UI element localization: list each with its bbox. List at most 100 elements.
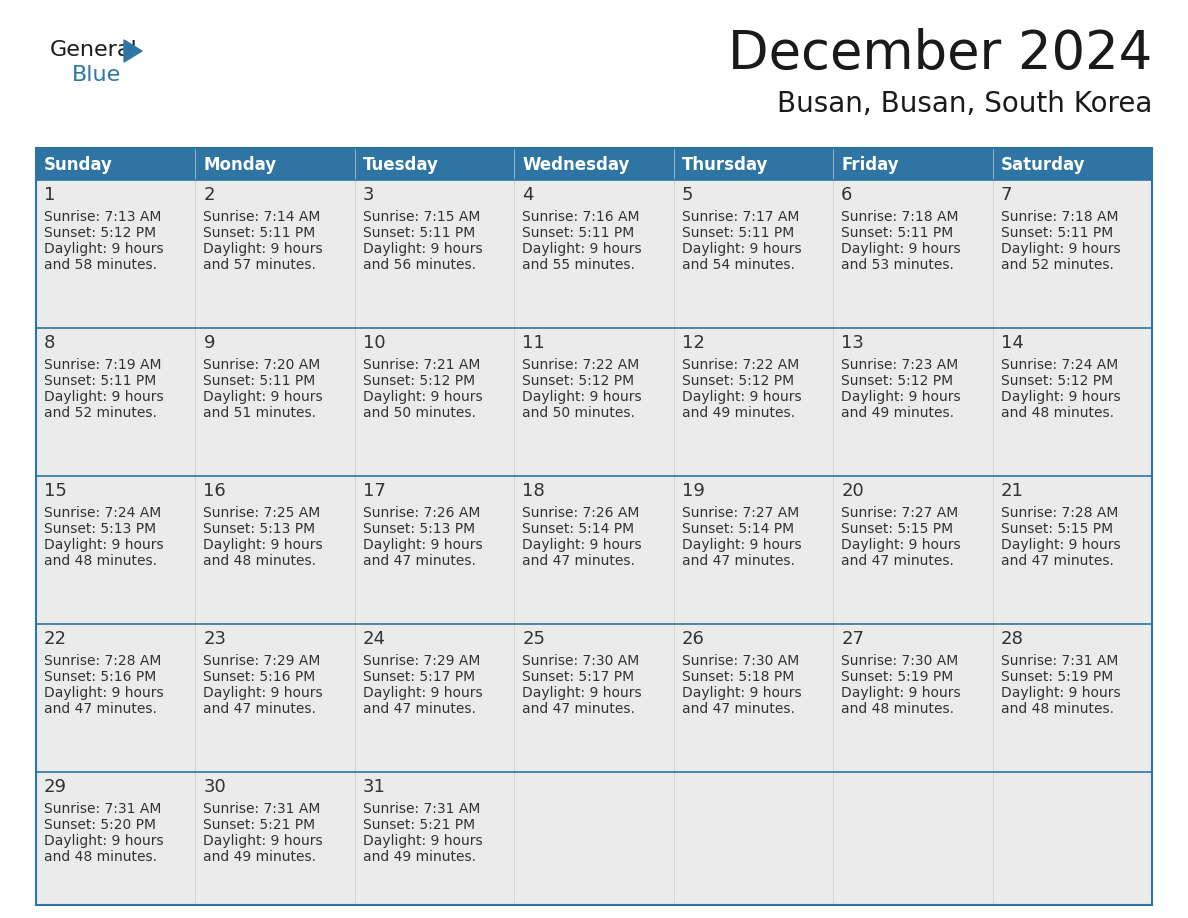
Text: Daylight: 9 hours: Daylight: 9 hours [682, 538, 802, 552]
Text: and 47 minutes.: and 47 minutes. [362, 554, 475, 568]
Text: Sunrise: 7:28 AM: Sunrise: 7:28 AM [1000, 506, 1118, 520]
Text: 26: 26 [682, 630, 704, 648]
Text: Wednesday: Wednesday [523, 156, 630, 174]
Text: and 47 minutes.: and 47 minutes. [523, 702, 636, 716]
Text: and 52 minutes.: and 52 minutes. [44, 406, 157, 420]
Text: and 49 minutes.: and 49 minutes. [203, 850, 316, 864]
Text: Daylight: 9 hours: Daylight: 9 hours [362, 390, 482, 404]
Text: 28: 28 [1000, 630, 1023, 648]
Text: and 47 minutes.: and 47 minutes. [362, 702, 475, 716]
Text: Sunset: 5:11 PM: Sunset: 5:11 PM [203, 374, 316, 388]
Text: Sunset: 5:11 PM: Sunset: 5:11 PM [523, 226, 634, 240]
Text: 17: 17 [362, 482, 386, 500]
Text: Sunrise: 7:29 AM: Sunrise: 7:29 AM [362, 654, 480, 668]
Text: Daylight: 9 hours: Daylight: 9 hours [523, 390, 642, 404]
Text: Daylight: 9 hours: Daylight: 9 hours [841, 686, 961, 700]
Text: 14: 14 [1000, 334, 1023, 352]
Text: 2: 2 [203, 186, 215, 204]
Text: Sunset: 5:16 PM: Sunset: 5:16 PM [44, 670, 157, 684]
Text: Sunset: 5:14 PM: Sunset: 5:14 PM [523, 522, 634, 536]
Text: Daylight: 9 hours: Daylight: 9 hours [44, 242, 164, 256]
Text: Sunset: 5:21 PM: Sunset: 5:21 PM [362, 818, 475, 832]
Text: 3: 3 [362, 186, 374, 204]
Text: 9: 9 [203, 334, 215, 352]
Text: Sunrise: 7:30 AM: Sunrise: 7:30 AM [841, 654, 959, 668]
Text: and 57 minutes.: and 57 minutes. [203, 258, 316, 272]
Text: Friday: Friday [841, 156, 899, 174]
Text: Sunset: 5:11 PM: Sunset: 5:11 PM [362, 226, 475, 240]
Text: Sunrise: 7:26 AM: Sunrise: 7:26 AM [523, 506, 639, 520]
Text: Daylight: 9 hours: Daylight: 9 hours [841, 390, 961, 404]
Text: Sunrise: 7:29 AM: Sunrise: 7:29 AM [203, 654, 321, 668]
Text: Sunset: 5:13 PM: Sunset: 5:13 PM [44, 522, 156, 536]
Text: Daylight: 9 hours: Daylight: 9 hours [362, 834, 482, 848]
Text: Daylight: 9 hours: Daylight: 9 hours [1000, 686, 1120, 700]
Text: Sunrise: 7:16 AM: Sunrise: 7:16 AM [523, 210, 640, 224]
Text: and 51 minutes.: and 51 minutes. [203, 406, 316, 420]
Text: and 52 minutes.: and 52 minutes. [1000, 258, 1113, 272]
Text: Daylight: 9 hours: Daylight: 9 hours [523, 686, 642, 700]
Text: Sunset: 5:12 PM: Sunset: 5:12 PM [362, 374, 475, 388]
Text: Sunset: 5:17 PM: Sunset: 5:17 PM [362, 670, 475, 684]
Text: Daylight: 9 hours: Daylight: 9 hours [1000, 538, 1120, 552]
Text: Tuesday: Tuesday [362, 156, 438, 174]
Text: Sunrise: 7:22 AM: Sunrise: 7:22 AM [523, 358, 639, 372]
Text: and 47 minutes.: and 47 minutes. [682, 554, 795, 568]
Text: Daylight: 9 hours: Daylight: 9 hours [1000, 390, 1120, 404]
Text: Daylight: 9 hours: Daylight: 9 hours [203, 242, 323, 256]
Text: and 53 minutes.: and 53 minutes. [841, 258, 954, 272]
Text: Sunrise: 7:30 AM: Sunrise: 7:30 AM [523, 654, 639, 668]
Text: Sunrise: 7:18 AM: Sunrise: 7:18 AM [1000, 210, 1118, 224]
Text: Sunset: 5:19 PM: Sunset: 5:19 PM [841, 670, 954, 684]
Text: Sunrise: 7:31 AM: Sunrise: 7:31 AM [362, 802, 480, 816]
Text: and 49 minutes.: and 49 minutes. [362, 850, 476, 864]
Text: December 2024: December 2024 [728, 28, 1152, 80]
Text: Daylight: 9 hours: Daylight: 9 hours [362, 538, 482, 552]
Text: Daylight: 9 hours: Daylight: 9 hours [44, 834, 164, 848]
Text: Sunset: 5:11 PM: Sunset: 5:11 PM [841, 226, 954, 240]
Text: Sunset: 5:12 PM: Sunset: 5:12 PM [523, 374, 634, 388]
Text: Sunrise: 7:13 AM: Sunrise: 7:13 AM [44, 210, 162, 224]
Text: Sunset: 5:15 PM: Sunset: 5:15 PM [841, 522, 953, 536]
Text: Daylight: 9 hours: Daylight: 9 hours [203, 390, 323, 404]
Text: Thursday: Thursday [682, 156, 769, 174]
Text: and 47 minutes.: and 47 minutes. [523, 554, 636, 568]
Text: and 48 minutes.: and 48 minutes. [203, 554, 316, 568]
Text: Sunrise: 7:22 AM: Sunrise: 7:22 AM [682, 358, 800, 372]
Text: Daylight: 9 hours: Daylight: 9 hours [841, 538, 961, 552]
Text: Daylight: 9 hours: Daylight: 9 hours [682, 686, 802, 700]
Text: Daylight: 9 hours: Daylight: 9 hours [362, 686, 482, 700]
Text: and 54 minutes.: and 54 minutes. [682, 258, 795, 272]
Text: Sunset: 5:21 PM: Sunset: 5:21 PM [203, 818, 316, 832]
Text: and 50 minutes.: and 50 minutes. [523, 406, 636, 420]
Text: Sunset: 5:12 PM: Sunset: 5:12 PM [841, 374, 953, 388]
Text: Daylight: 9 hours: Daylight: 9 hours [523, 538, 642, 552]
Text: 1: 1 [44, 186, 56, 204]
Text: Sunrise: 7:25 AM: Sunrise: 7:25 AM [203, 506, 321, 520]
Text: 16: 16 [203, 482, 226, 500]
Text: 31: 31 [362, 778, 386, 796]
Text: 11: 11 [523, 334, 545, 352]
Text: Daylight: 9 hours: Daylight: 9 hours [44, 538, 164, 552]
Text: Sunrise: 7:24 AM: Sunrise: 7:24 AM [44, 506, 162, 520]
Text: 8: 8 [44, 334, 56, 352]
Text: Daylight: 9 hours: Daylight: 9 hours [523, 242, 642, 256]
Text: 4: 4 [523, 186, 533, 204]
Text: Sunrise: 7:31 AM: Sunrise: 7:31 AM [203, 802, 321, 816]
Bar [36, 148, 1152, 905]
Text: and 56 minutes.: and 56 minutes. [362, 258, 476, 272]
Bar [36, 148, 1152, 180]
Text: Sunrise: 7:15 AM: Sunrise: 7:15 AM [362, 210, 480, 224]
Text: Sunrise: 7:26 AM: Sunrise: 7:26 AM [362, 506, 480, 520]
Text: 20: 20 [841, 482, 864, 500]
Text: 10: 10 [362, 334, 385, 352]
Text: and 47 minutes.: and 47 minutes. [841, 554, 954, 568]
Text: Sunset: 5:12 PM: Sunset: 5:12 PM [682, 374, 794, 388]
Text: and 58 minutes.: and 58 minutes. [44, 258, 157, 272]
Text: Sunrise: 7:18 AM: Sunrise: 7:18 AM [841, 210, 959, 224]
Text: and 47 minutes.: and 47 minutes. [44, 702, 157, 716]
Text: 29: 29 [44, 778, 67, 796]
Text: and 48 minutes.: and 48 minutes. [44, 554, 157, 568]
Polygon shape [124, 40, 143, 62]
Text: 12: 12 [682, 334, 704, 352]
